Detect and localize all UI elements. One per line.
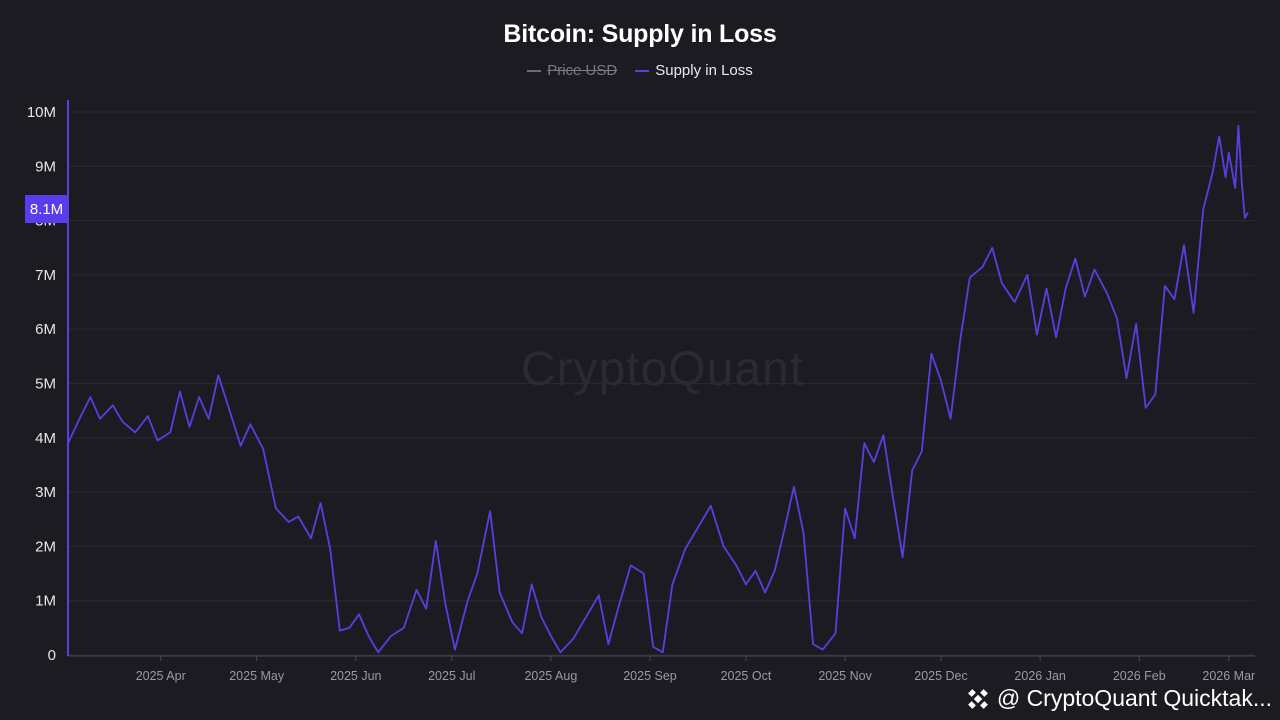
y-tick-label: 5M [35,376,56,393]
y-tick-label: 0 [48,647,56,664]
legend-swatch-supply-in-loss [635,69,650,72]
y-tick-label: 10M [27,104,56,121]
x-tick-label: 2026 Jan [1014,669,1065,683]
x-tick-label: 2025 Nov [818,669,872,683]
x-tick-label: 2025 Oct [721,669,772,683]
x-tick-label: 2025 Jun [330,669,381,683]
legend-item-supply-in-loss[interactable]: Supply in Loss [635,62,753,79]
x-tick-label: 2025 Aug [524,669,577,683]
x-tick-label: 2025 Apr [136,669,186,683]
x-tick-label: 2026 Feb [1113,669,1166,683]
attribution: @ CryptoQuant Quicktak... [965,685,1272,712]
y-tick-label: 1M [35,593,56,610]
x-tick-label: 2025 Jul [428,669,475,683]
attribution-text: @ CryptoQuant Quicktak... [996,685,1272,711]
x-tick-label: 2025 May [229,669,285,683]
x-tick-label: 2025 Sep [623,669,677,683]
chart-title: Bitcoin: Supply in Loss [503,20,777,48]
legend-label-price-usd: Price USD [547,62,618,79]
legend-label-supply-in-loss: Supply in Loss [655,62,753,79]
x-tick-label: 2026 Mar [1202,669,1255,683]
y-tick-label: 7M [35,267,56,284]
series-line-supply-in-loss [67,124,1249,654]
y-tick-label: 6M [35,321,56,338]
y-tick-label: 9M [35,158,56,175]
y-tick-label: 4M [35,430,56,447]
legend-item-price-usd[interactable]: Price USD [527,62,617,79]
legend-swatch-price-usd [527,69,542,72]
y-tick-label: 3M [35,484,56,501]
x-tick-label: 2025 Dec [914,669,968,683]
current-value-badge: 8.1M [25,195,68,223]
y-tick-label: 2M [35,538,56,555]
exchange-logo-icon [967,688,988,709]
chart-legend: Price USD Supply in Loss [0,62,1280,79]
